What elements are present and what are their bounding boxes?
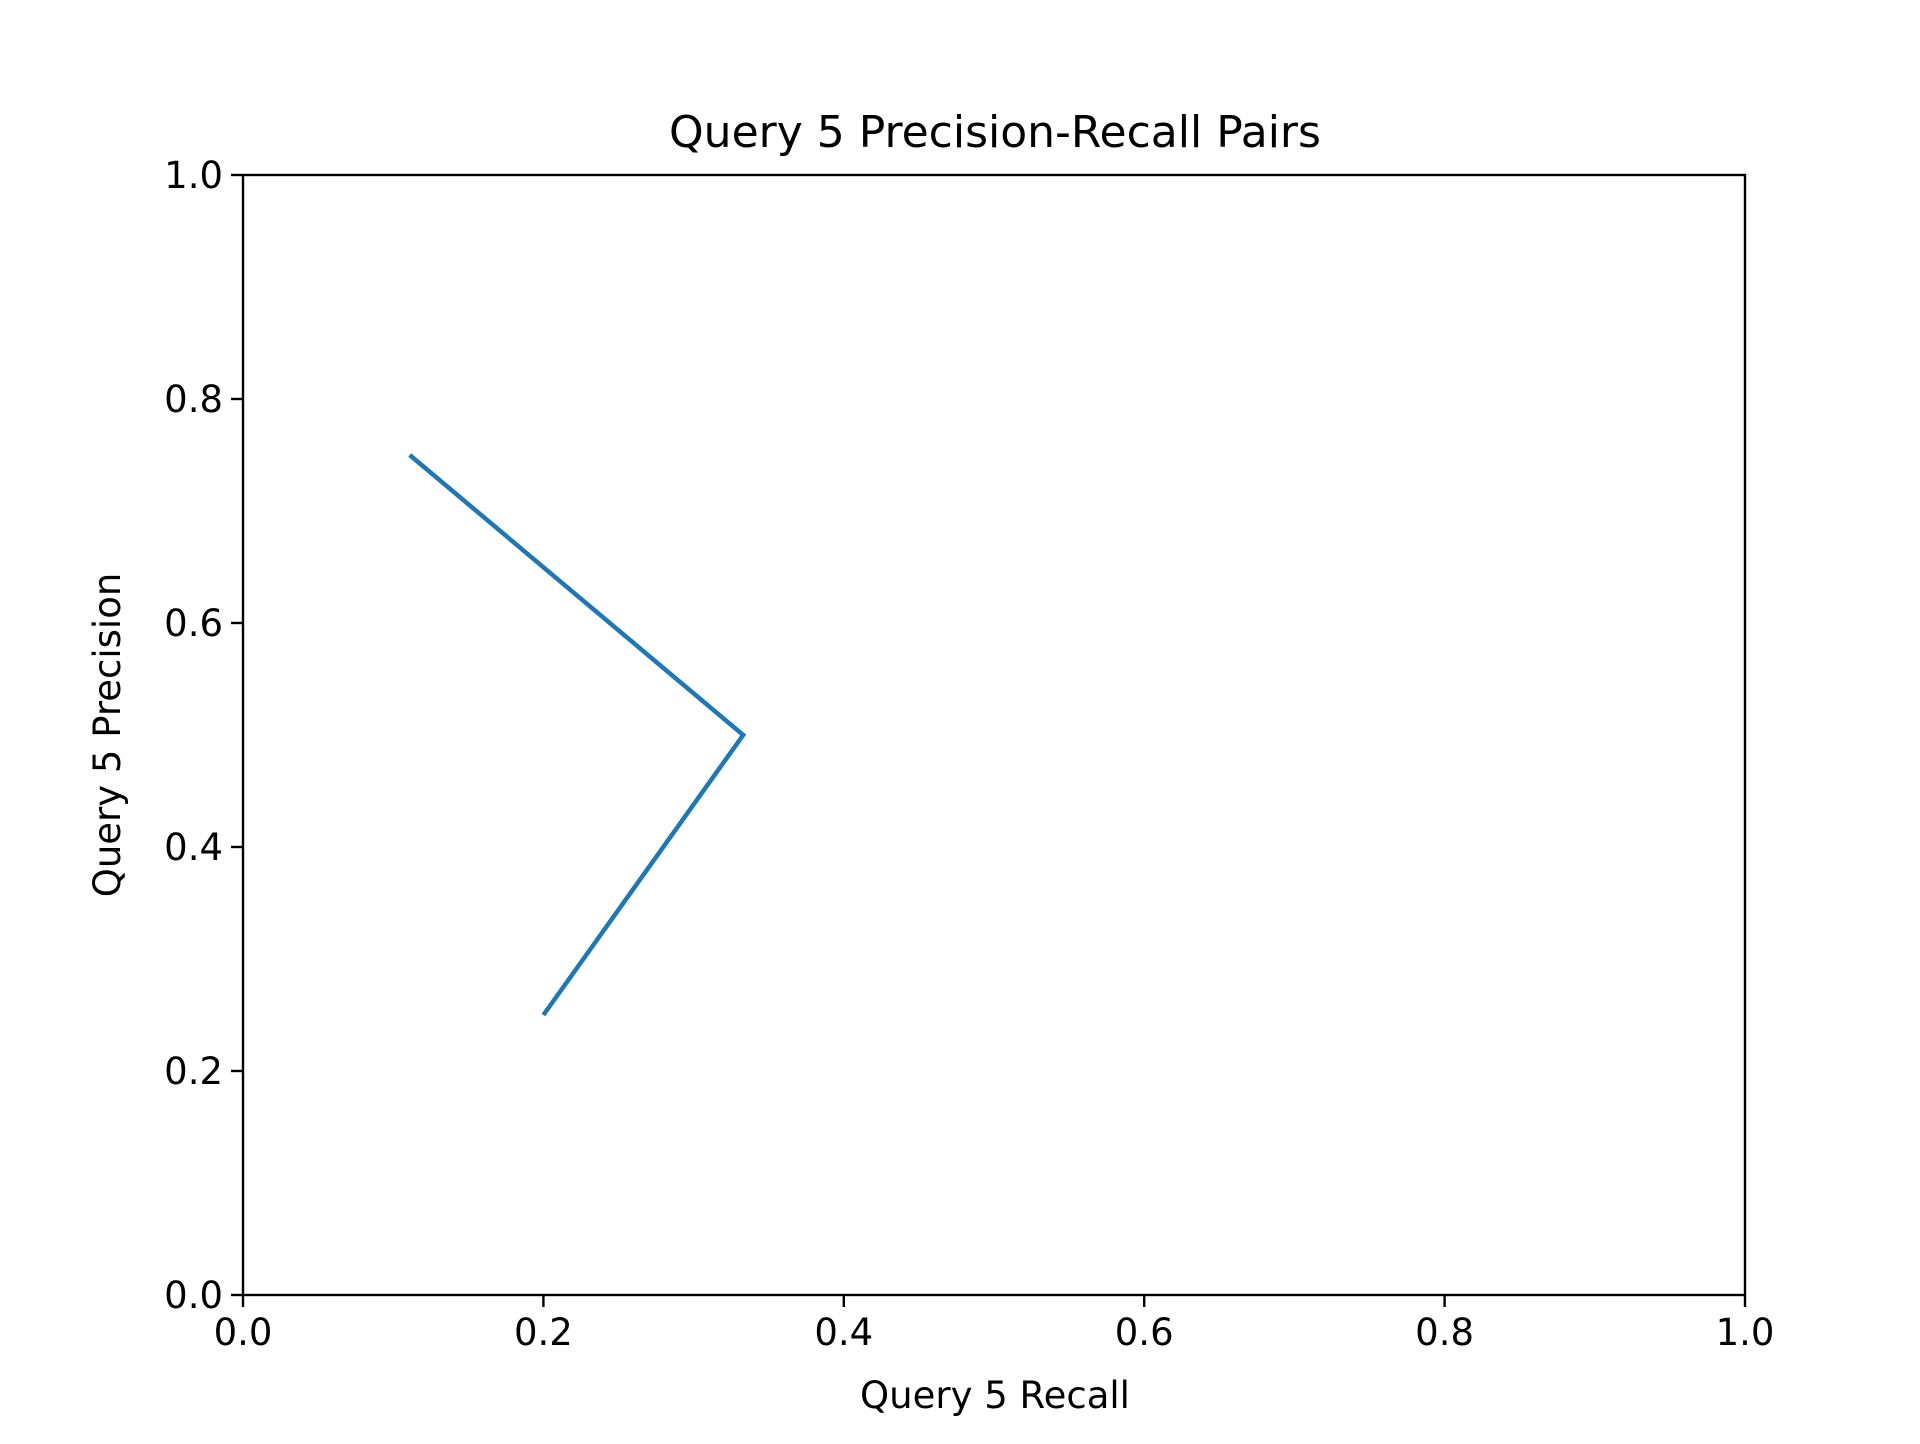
y-tick-label: 0.2 <box>164 1050 223 1093</box>
y-tick-label: 0.0 <box>164 1274 223 1317</box>
axes-frame <box>241 173 1747 1297</box>
x-tick-label: 0.0 <box>214 1311 273 1354</box>
y-axis-label: Query 5 Precision <box>86 573 129 898</box>
plot-area <box>408 453 747 1017</box>
x-tick-label: 0.2 <box>514 1311 573 1354</box>
y-tick-label: 0.4 <box>164 826 223 869</box>
y-tick-label: 1.0 <box>164 154 223 197</box>
y-tick-label: 0.6 <box>164 602 223 645</box>
y-axis-ticks: 0.0 0.2 0.4 0.6 0.8 1.0 <box>164 154 243 1317</box>
x-tick-label: 1.0 <box>1716 1311 1775 1354</box>
series-line <box>408 453 747 1017</box>
y-tick-label: 0.8 <box>164 378 223 421</box>
x-axis-label: Query 5 Recall <box>860 1374 1130 1417</box>
x-axis-ticks: 0.0 0.2 0.4 0.6 0.8 1.0 <box>214 1295 1775 1354</box>
x-tick-label: 0.6 <box>1115 1311 1174 1354</box>
chart-title: Query 5 Precision-Recall Pairs <box>669 107 1321 158</box>
x-tick-label: 0.8 <box>1415 1311 1474 1354</box>
x-tick-label: 0.4 <box>814 1311 873 1354</box>
